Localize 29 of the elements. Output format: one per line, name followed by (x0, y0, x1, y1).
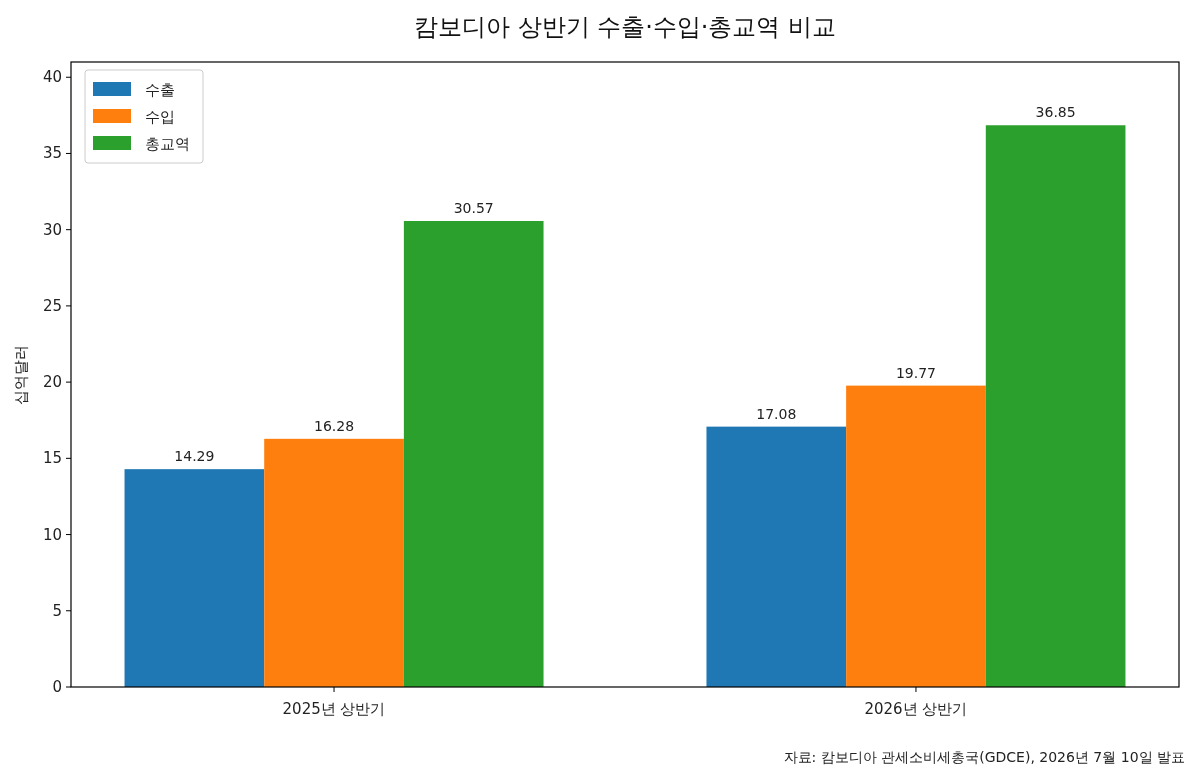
y-tick-label: 40 (42, 68, 62, 87)
legend-label: 총교역 (145, 135, 190, 153)
y-tick-label: 25 (42, 296, 62, 315)
bar (706, 426, 847, 687)
bar (264, 438, 404, 687)
y-tick-label: 35 (42, 144, 62, 163)
bar (846, 385, 986, 687)
y-axis-title: 십억달러 (12, 344, 30, 405)
data-label: 19.77 (895, 364, 937, 381)
chart-title: 캄보디아 상반기 수출·수입·총교역 비교 (413, 13, 837, 41)
y-tick-label: 5 (52, 601, 62, 620)
data-label: 36.85 (1035, 104, 1076, 121)
legend-label: 수입 (145, 108, 175, 126)
text: 자료: 캄보디아 관세소비세총국(GDCE), 2026년 7월 10일 발표 (783, 749, 1185, 765)
data-label: 17.08 (756, 405, 797, 422)
legend-label: 수출 (145, 81, 175, 99)
y-tick-label: 20 (42, 373, 62, 392)
y-tick-label: 30 (42, 220, 62, 239)
x-tick-label: 2025년 상반기 (282, 700, 386, 718)
bar (124, 469, 265, 687)
y-tick-label: 10 (42, 525, 62, 544)
bar (985, 125, 1126, 687)
data-label: 16.28 (313, 417, 355, 434)
data-label: 30.57 (453, 199, 494, 216)
x-tick-label: 2026년 상반기 (864, 700, 968, 718)
data-label: 14.29 (174, 448, 215, 465)
bar (403, 220, 544, 687)
y-tick-label: 0 (52, 678, 62, 696)
y-tick-label: 15 (42, 449, 62, 468)
